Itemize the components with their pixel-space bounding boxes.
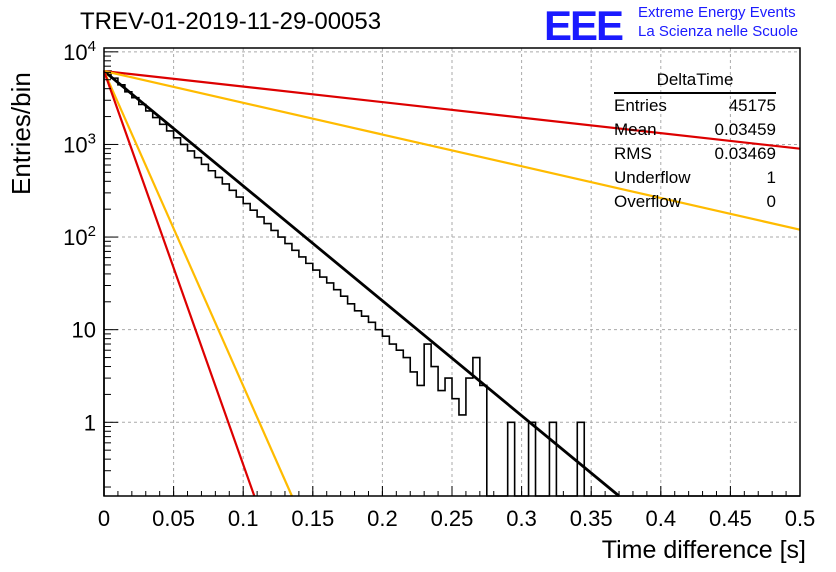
stats-row: Mean 0.03459 xyxy=(614,120,776,139)
chart-title: TREV-01-2019-11-29-00053 xyxy=(80,8,382,35)
x-tick-label: 0.25 xyxy=(431,506,474,531)
y-tick-label: 104 xyxy=(63,38,96,65)
stats-row: Underflow 1 xyxy=(614,168,776,187)
fit-line xyxy=(103,69,801,150)
x-axis-label: Time difference [s] xyxy=(601,536,806,564)
logo-line-2: La Scienza nelle Scuole xyxy=(638,23,799,40)
stats-row: RMS 0.03469 xyxy=(614,144,776,163)
stats-title: DeltaTime xyxy=(614,68,776,94)
x-tick-label: 0 xyxy=(98,506,110,531)
logo-text: Extreme Energy Events La Scienza nelle S… xyxy=(638,3,798,41)
x-ticks: 0 0.05 0.1 0.15 0.2 0.25 0.3 0.35 0.4 0.45 0.5 xyxy=(98,486,815,531)
fit-lines xyxy=(102,69,801,498)
logo-mark: EEE xyxy=(544,2,623,46)
x-tick-label: 0.35 xyxy=(570,506,613,531)
fit-line xyxy=(102,70,293,497)
eee-logo: EEE xyxy=(544,2,625,46)
stats-row: Overflow 0 xyxy=(614,192,776,211)
stats-row: Entries 45175 xyxy=(614,96,776,115)
fit-line xyxy=(102,70,256,497)
y-tick-label: 10 xyxy=(72,318,96,343)
x-tick-label: 0.45 xyxy=(709,506,752,531)
x-tick-label: 0.5 xyxy=(785,506,816,531)
x-tick-label: 0.2 xyxy=(367,506,398,531)
x-tick-label: 0.1 xyxy=(228,506,259,531)
x-tick-label: 0.05 xyxy=(152,506,195,531)
y-ticks: 1 10 102 103 104 xyxy=(63,38,118,488)
logo-line-1: Extreme Energy Events xyxy=(638,4,796,21)
y-tick-label: 103 xyxy=(63,130,96,157)
fit-line xyxy=(103,69,801,231)
fit-line xyxy=(103,69,620,498)
x-tick-label: 0.3 xyxy=(506,506,537,531)
x-tick-label: 0.4 xyxy=(646,506,677,531)
x-tick-label: 0.15 xyxy=(291,506,334,531)
y-tick-label: 1 xyxy=(84,410,96,435)
stats-box: DeltaTime Entries 45175 Mean 0.03459 RMS 0.… xyxy=(614,68,776,214)
y-tick-label: 102 xyxy=(63,223,96,250)
